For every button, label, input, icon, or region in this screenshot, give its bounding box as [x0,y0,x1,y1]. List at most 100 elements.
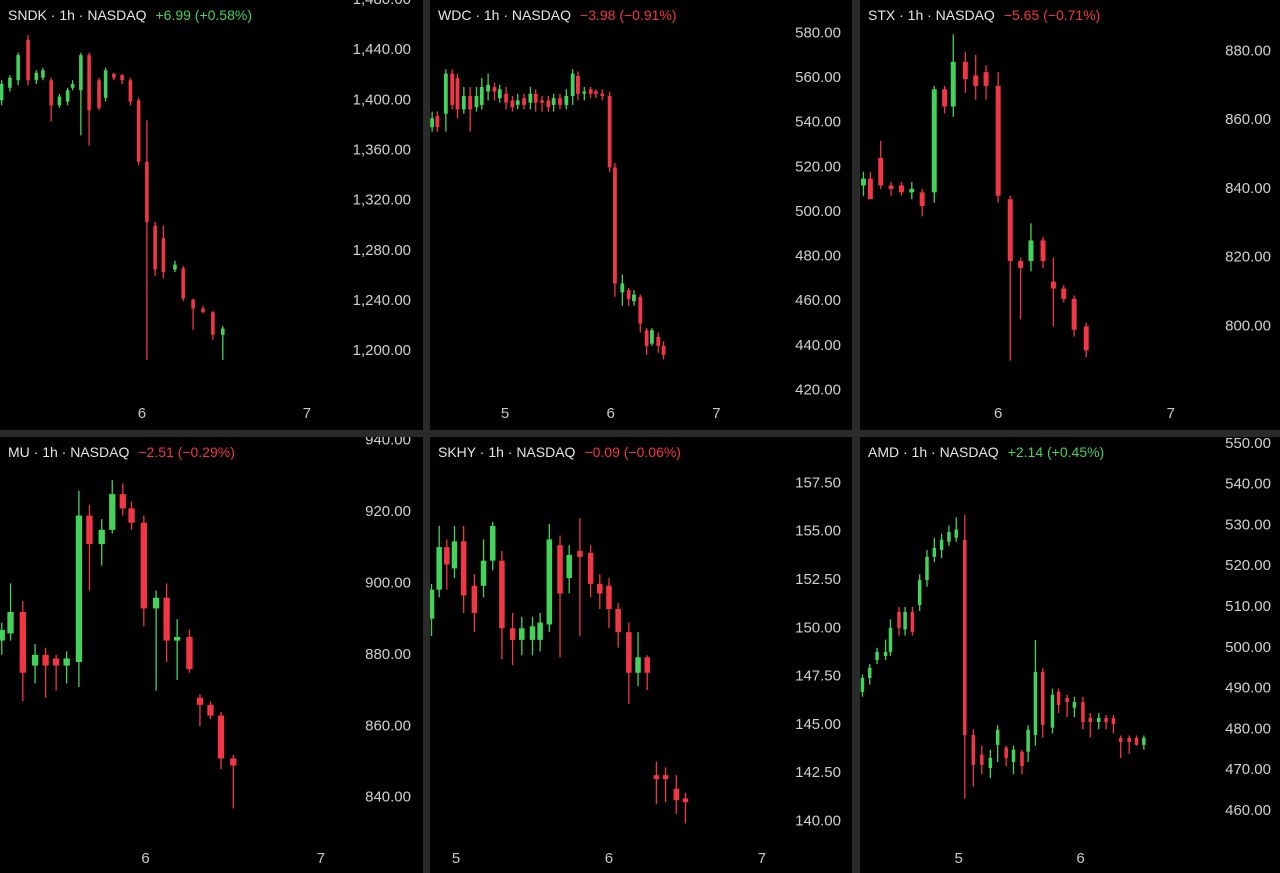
candle-body [1071,298,1077,330]
candle-body [566,554,572,579]
candle-body [474,95,479,108]
candle-body [128,80,133,102]
candle-body [153,225,157,270]
price-change: −2.51 (−0.29%) [138,444,235,460]
candle-body [615,608,621,633]
candle-body [909,188,915,193]
candle-body [221,328,225,335]
y-tick-label: 520.00 [795,158,841,175]
candle-body [492,87,497,92]
candle-body [480,560,487,586]
candle-body [41,70,45,78]
candle-body [626,290,631,300]
candle-body [1011,749,1016,762]
chart-title: SNDK · 1h · NASDAQ +6.99 (+0.58%) [8,7,252,23]
candle-body [995,729,1000,745]
candle-body [98,529,105,545]
candle-body [638,296,643,324]
candle-body [963,539,967,736]
candle-body [1142,737,1146,745]
y-tick-label: 152.50 [795,571,841,588]
candle-body [136,100,141,162]
candle-body [942,89,948,107]
candle-body [988,757,993,769]
candle-body [8,77,12,88]
y-tick-label: 540.00 [1225,476,1271,493]
candle-body [70,84,75,88]
x-tick-label: 7 [303,405,311,422]
y-tick-label: 150.00 [795,619,841,636]
candle-body [878,158,884,186]
candle-body [471,585,478,613]
y-tick-label: 530.00 [1225,516,1271,533]
y-tick-label: 460.00 [1225,802,1271,819]
candle-body [1028,240,1034,262]
chart-panel: 1,480.00 1,440.00 1,400.00 1,360.00 1,320.00… [0,0,423,430]
candle-body [1018,261,1024,268]
candle-body [888,185,894,189]
candle-body [570,73,575,96]
candle-body [1061,288,1067,299]
candle-body [86,515,93,545]
candle-body [161,238,166,273]
candle-body [903,611,907,630]
panel-background [430,437,852,873]
candle-body [883,651,888,656]
x-tick-label: 6 [607,405,615,422]
candle-body [128,508,135,523]
candle-body [230,758,237,766]
x-tick-label: 5 [452,850,460,867]
candle-body [980,754,984,765]
symbol-label: MU · 1h · NASDAQ [8,444,129,460]
x-tick-label: 7 [758,850,766,867]
candle-body [120,75,124,81]
chart-title: SKHY · 1h · NASDAQ −0.09 (−0.06%) [438,444,681,460]
candle-body [529,626,536,640]
y-tick-label: 1,320.00 [353,192,411,209]
y-tick-label: 800.00 [1225,317,1271,334]
x-tick-label: 5 [501,405,509,422]
candle-body [217,715,225,759]
panel-background [0,437,423,873]
candle-body [1050,694,1055,728]
candle-body [186,637,193,670]
candle-body [181,268,185,299]
y-tick-label: 1,400.00 [353,91,411,108]
chart-panel: 880.00 860.00 840.00 820.00 800.00 6 7 STX · 1h… [860,0,1280,430]
candle-body [533,93,538,103]
candle-body [211,312,215,335]
candle-body [588,89,593,94]
candle-body [606,585,612,609]
y-tick-label: 900.00 [365,574,411,591]
candle-body [87,55,91,111]
price-change: −0.09 (−0.06%) [584,444,681,460]
candle-body [497,89,502,99]
candle-body [75,515,83,662]
candle-body [546,100,551,108]
panel-background [0,0,423,430]
x-tick-label: 6 [994,405,1002,422]
candle-body [1004,747,1008,758]
candle-body [973,75,979,86]
y-tick-label: 500.00 [1225,639,1271,656]
y-tick-label: 840.00 [365,789,411,806]
y-tick-label: 560.00 [795,69,841,86]
candle-body [1072,702,1077,708]
candle-body [489,525,496,561]
candle-body [546,539,553,625]
candle-body [644,330,649,346]
y-tick-label: 1,480.00 [353,0,411,8]
y-tick-label: 820.00 [1225,249,1271,266]
chart-title: WDC · 1h · NASDAQ −3.98 (−0.91%) [438,7,677,23]
y-tick-label: 470.00 [1225,761,1271,778]
y-tick-label: 580.00 [795,24,841,41]
y-tick-label: 490.00 [1225,680,1271,697]
candle-body [0,84,4,101]
candle-body [576,75,580,94]
candle-body [613,167,617,284]
candle-body [173,264,177,270]
y-tick-label: 1,360.00 [353,141,411,158]
candle-body [557,545,563,594]
candle-body [888,627,893,652]
